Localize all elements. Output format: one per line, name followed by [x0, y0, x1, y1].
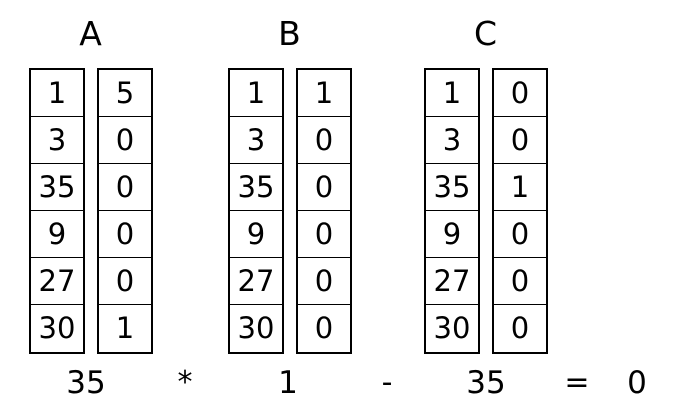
equation-operand-2: 1 — [278, 365, 298, 401]
table-cell: 0 — [298, 117, 350, 164]
table-cell: 5 — [99, 70, 151, 117]
group-a-key-column: 1 3 35 9 27 30 — [29, 68, 85, 354]
table-cell: 0 — [298, 258, 350, 305]
table-cell: 0 — [99, 164, 151, 211]
equation-row: 35 * 1 - 35 = 0 — [0, 361, 678, 409]
table-cell: 1 — [298, 70, 350, 117]
table-cell: 0 — [99, 117, 151, 164]
table-cell: 0 — [99, 211, 151, 258]
table-cell: 3 — [230, 117, 282, 164]
table-cell: 35 — [230, 164, 282, 211]
group-b-key-column: 1 3 35 9 27 30 — [228, 68, 284, 354]
equation-operator-minus: - — [381, 365, 393, 400]
table-cell: 0 — [99, 258, 151, 305]
group-a-value-column: 5 0 0 0 0 1 — [97, 68, 153, 354]
table-cell: 3 — [31, 117, 83, 164]
table-cell: 0 — [298, 164, 350, 211]
table-cell: 30 — [38, 311, 76, 345]
table-cell: 27 — [426, 258, 478, 305]
table-cell: 9 — [230, 211, 282, 258]
group-b-value-column: 1 0 0 0 0 0 — [296, 68, 352, 354]
table-cell: 0 — [494, 117, 546, 164]
table-cell: 0 — [494, 211, 546, 258]
table-cell: 30 — [237, 311, 275, 345]
group-c-label: C — [473, 14, 498, 53]
table-cell: 27 — [230, 258, 282, 305]
group-b-label: B — [278, 14, 301, 53]
table-cell: 30 — [433, 311, 471, 345]
equation-operator-multiply: * — [177, 365, 193, 400]
table-cell: 1 — [31, 70, 83, 117]
group-b-tables: 1 3 35 9 27 30 1 0 0 0 0 0 — [228, 68, 352, 354]
group-c-key-column: 1 3 35 9 27 30 — [424, 68, 480, 354]
group-c-value-column: 0 0 1 0 0 0 — [492, 68, 548, 354]
table-cell: 1 — [230, 70, 282, 117]
table-cell: 1 — [426, 70, 478, 117]
group-a-tables: 1 3 35 9 27 30 5 0 0 0 0 1 — [29, 68, 153, 354]
table-cell: 9 — [31, 211, 83, 258]
table-cell: 1 — [115, 311, 135, 345]
table-cell: 0 — [494, 258, 546, 305]
table-cell: 3 — [426, 117, 478, 164]
table-cell: 0 — [298, 211, 350, 258]
equation-equals-sign: = — [564, 365, 590, 400]
equation-result: 0 — [627, 365, 647, 401]
table-cell: 35 — [31, 164, 83, 211]
table-cell: 1 — [494, 164, 546, 211]
equation-operand-3: 35 — [466, 365, 506, 401]
equation-operand-1: 35 — [66, 365, 106, 401]
group-c-tables: 1 3 35 9 27 30 0 0 1 0 0 0 — [424, 68, 548, 354]
table-cell: 9 — [426, 211, 478, 258]
table-cell: 0 — [314, 311, 334, 345]
group-a-label: A — [79, 14, 102, 53]
table-cell: 0 — [510, 311, 530, 345]
table-cell: 27 — [31, 258, 83, 305]
table-cell: 0 — [494, 70, 546, 117]
table-cell: 35 — [426, 164, 478, 211]
